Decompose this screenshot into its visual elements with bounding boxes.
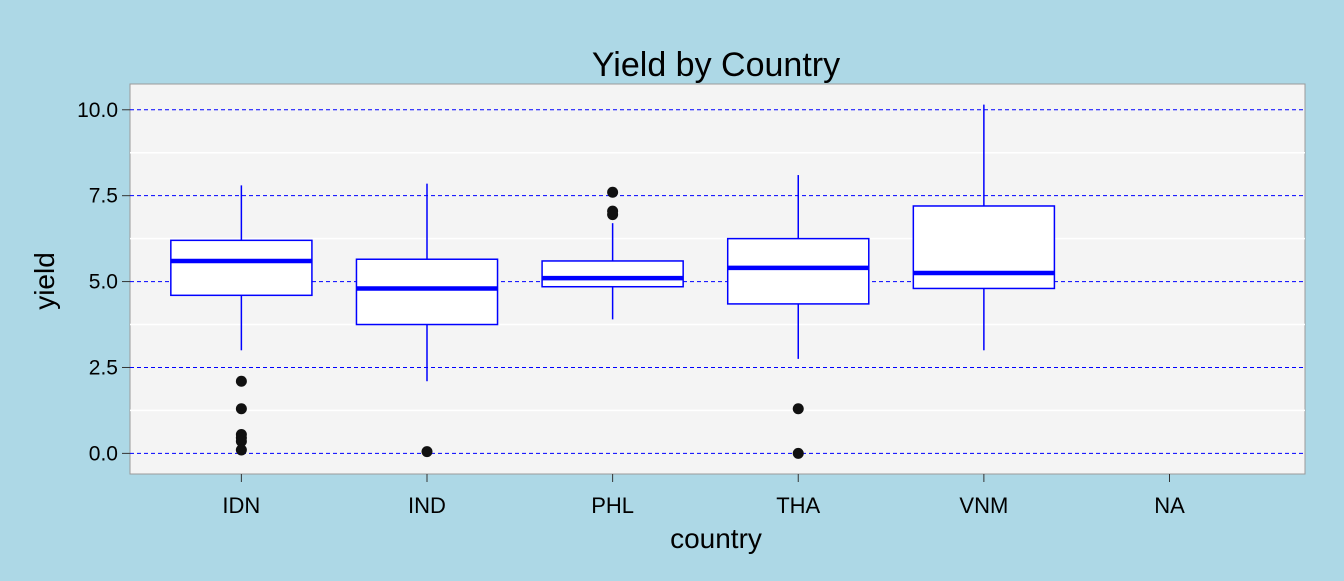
outlier-point <box>235 435 247 447</box>
box-vnm <box>912 205 1056 290</box>
x-tick-label: IND <box>408 493 446 518</box>
y-tick-label: 7.5 <box>89 185 118 208</box>
axis-layer: 0.0 2.5 5.0 7.5 10.0 IDN IND PHL THA VNM NA <box>77 99 1185 518</box>
outlier-point <box>607 205 619 217</box>
y-tick-label: 0.0 <box>89 442 118 465</box>
outlier-point <box>235 444 247 456</box>
y-tick-label: 2.5 <box>89 356 118 379</box>
x-tick-label: IDN <box>222 493 260 518</box>
x-axis-label: country <box>670 523 762 554</box>
x-tick-label: NA <box>1154 493 1185 518</box>
x-tick-label: VNM <box>959 493 1008 518</box>
box-idn <box>170 239 313 297</box>
box-ind <box>355 258 499 326</box>
outlier-point <box>792 403 804 415</box>
y-tick-label: 5.0 <box>89 271 118 294</box>
outlier-point <box>607 186 619 198</box>
plot-panel <box>129 83 1306 475</box>
chart-title: Yield by Country <box>592 46 840 84</box>
x-tick-label: PHL <box>591 493 634 518</box>
y-tick-label: 10.0 <box>77 99 118 122</box>
y-axis-label: yield <box>29 252 60 310</box>
x-tick-label: THA <box>776 493 820 518</box>
box-phl <box>541 260 684 288</box>
outlier-point <box>421 446 433 458</box>
outlier-point <box>235 375 247 387</box>
outlier-point <box>235 403 247 415</box>
box-layer <box>170 104 1056 459</box>
grid-layer <box>130 109 1305 454</box>
box-tha <box>726 237 870 305</box>
outlier-point <box>792 447 804 459</box>
